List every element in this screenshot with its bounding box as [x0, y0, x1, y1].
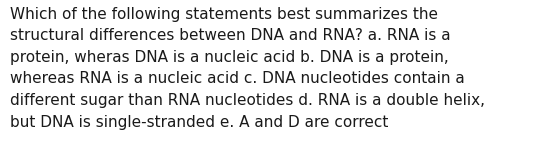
- Text: Which of the following statements best summarizes the
structural differences bet: Which of the following statements best s…: [10, 7, 485, 130]
